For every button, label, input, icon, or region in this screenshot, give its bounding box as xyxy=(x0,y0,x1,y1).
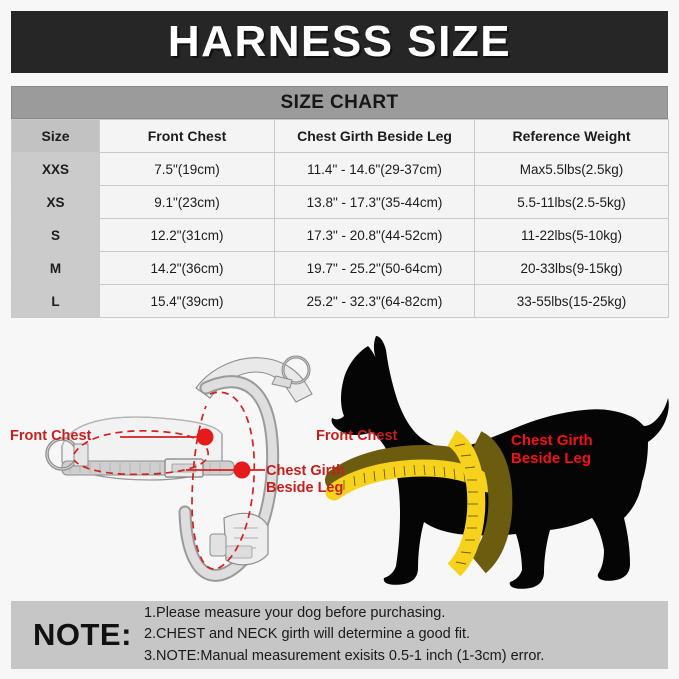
chest-girth-marker-dot xyxy=(233,461,251,479)
cell-size: L xyxy=(11,284,100,318)
table-row: XXS 7.5"(19cm) 11.4" - 14.6"(29-37cm) Ma… xyxy=(11,152,669,186)
size-chart-table: Size Front Chest Chest Girth Beside Leg … xyxy=(11,119,669,318)
chest-girth-measure-line xyxy=(191,391,256,570)
cell-front-chest: 15.4"(39cm) xyxy=(99,284,275,318)
size-chart-banner: SIZE CHART xyxy=(11,86,668,119)
column-header-reference-weight: Reference Weight xyxy=(474,119,669,153)
cell-size: XS xyxy=(11,185,100,219)
cell-chest-girth: 11.4" - 14.6"(29-37cm) xyxy=(274,152,475,186)
harness-top-dring-tab xyxy=(271,375,293,389)
note-line-3: 3.NOTE:Manual measurement exisits 0.5-1 … xyxy=(143,647,545,664)
cell-reference-weight: 33-55lbs(15-25kg) xyxy=(474,284,669,318)
table-row: XS 9.1"(23cm) 13.8" - 17.3"(35-44cm) 5.5… xyxy=(11,185,669,219)
chest-girth-measure-line-back xyxy=(191,405,207,505)
harness-buckle-clip xyxy=(209,533,227,557)
cell-size: S xyxy=(11,218,100,252)
dog-chest-girth-label: Chest Girth Beside Leg xyxy=(511,432,593,467)
cell-front-chest: 9.1"(23cm) xyxy=(99,185,275,219)
illustration-svg xyxy=(45,336,669,589)
chest-girth-tape-back xyxy=(469,431,513,574)
cell-front-chest: 14.2"(36cm) xyxy=(99,251,275,285)
chest-girth-tape xyxy=(446,430,486,577)
front-chest-tape-ticks xyxy=(343,464,476,490)
cell-front-chest: 12.2"(31cm) xyxy=(99,218,275,252)
cell-reference-weight: 5.5-11lbs(2.5-5kg) xyxy=(474,185,669,219)
note-lines: 1.Please measure your dog before purchas… xyxy=(140,603,545,666)
illustration-panel xyxy=(0,322,679,594)
dog-diagram xyxy=(325,336,669,589)
harness-label-patch xyxy=(225,545,253,559)
harness-diagram xyxy=(45,355,313,582)
cell-chest-girth: 17.3" - 20.8"(44-52cm) xyxy=(274,218,475,252)
harness-top-dring-inner xyxy=(282,356,310,384)
cell-chest-girth: 13.8" - 17.3"(35-44cm) xyxy=(274,185,475,219)
page-title: HARNESS SIZE xyxy=(167,17,512,66)
harness-front-panel-topline xyxy=(61,416,223,447)
front-chest-measure-line xyxy=(73,429,209,476)
cell-chest-girth: 25.2" - 32.3"(64-82cm) xyxy=(274,284,475,318)
table-row: S 12.2"(31cm) 17.3" - 20.8"(44-52cm) 11-… xyxy=(11,218,669,252)
harness-girth-band-fill xyxy=(180,377,278,580)
column-header-front-chest: Front Chest xyxy=(99,119,275,153)
note-line-1: 1.Please measure your dog before purchas… xyxy=(143,605,446,622)
cell-chest-girth: 19.7" - 25.2"(50-64cm) xyxy=(274,251,475,285)
table-header-row: Size Front Chest Chest Girth Beside Leg … xyxy=(11,119,669,153)
cell-size: XXS xyxy=(11,152,100,186)
harness-front-chest-label: Front Chest xyxy=(10,428,92,444)
note-label: NOTE: xyxy=(33,617,132,652)
note-line-2: 2.CHEST and NECK girth will determine a … xyxy=(143,626,471,643)
dog-front-chest-label: Front Chest xyxy=(316,428,398,444)
cell-reference-weight: 11-22lbs(5-10kg) xyxy=(474,218,669,252)
harness-chest-girth-label: Chest Girth Beside Leg xyxy=(266,463,345,497)
column-header-size: Size xyxy=(11,119,100,153)
chest-girth-tape-ticks xyxy=(454,443,478,565)
cell-front-chest: 7.5"(19cm) xyxy=(99,152,275,186)
title-banner: HARNESS SIZE xyxy=(11,11,668,73)
column-header-chest-girth: Chest Girth Beside Leg xyxy=(274,119,475,153)
table-row: L 15.4"(39cm) 25.2" - 32.3"(64-82cm) 33-… xyxy=(11,284,669,318)
size-chart-title: SIZE CHART xyxy=(280,91,399,113)
note-box: NOTE: 1.Please measure your dog before p… xyxy=(11,601,668,669)
cell-reference-weight: 20-33lbs(9-15kg) xyxy=(474,251,669,285)
cell-reference-weight: Max5.5lbs(2.5kg) xyxy=(474,152,669,186)
front-chest-marker-dot xyxy=(196,428,214,446)
cell-size: M xyxy=(11,251,100,285)
table-row: M 14.2"(36cm) 19.7" - 25.2"(50-64cm) 20-… xyxy=(11,251,669,285)
